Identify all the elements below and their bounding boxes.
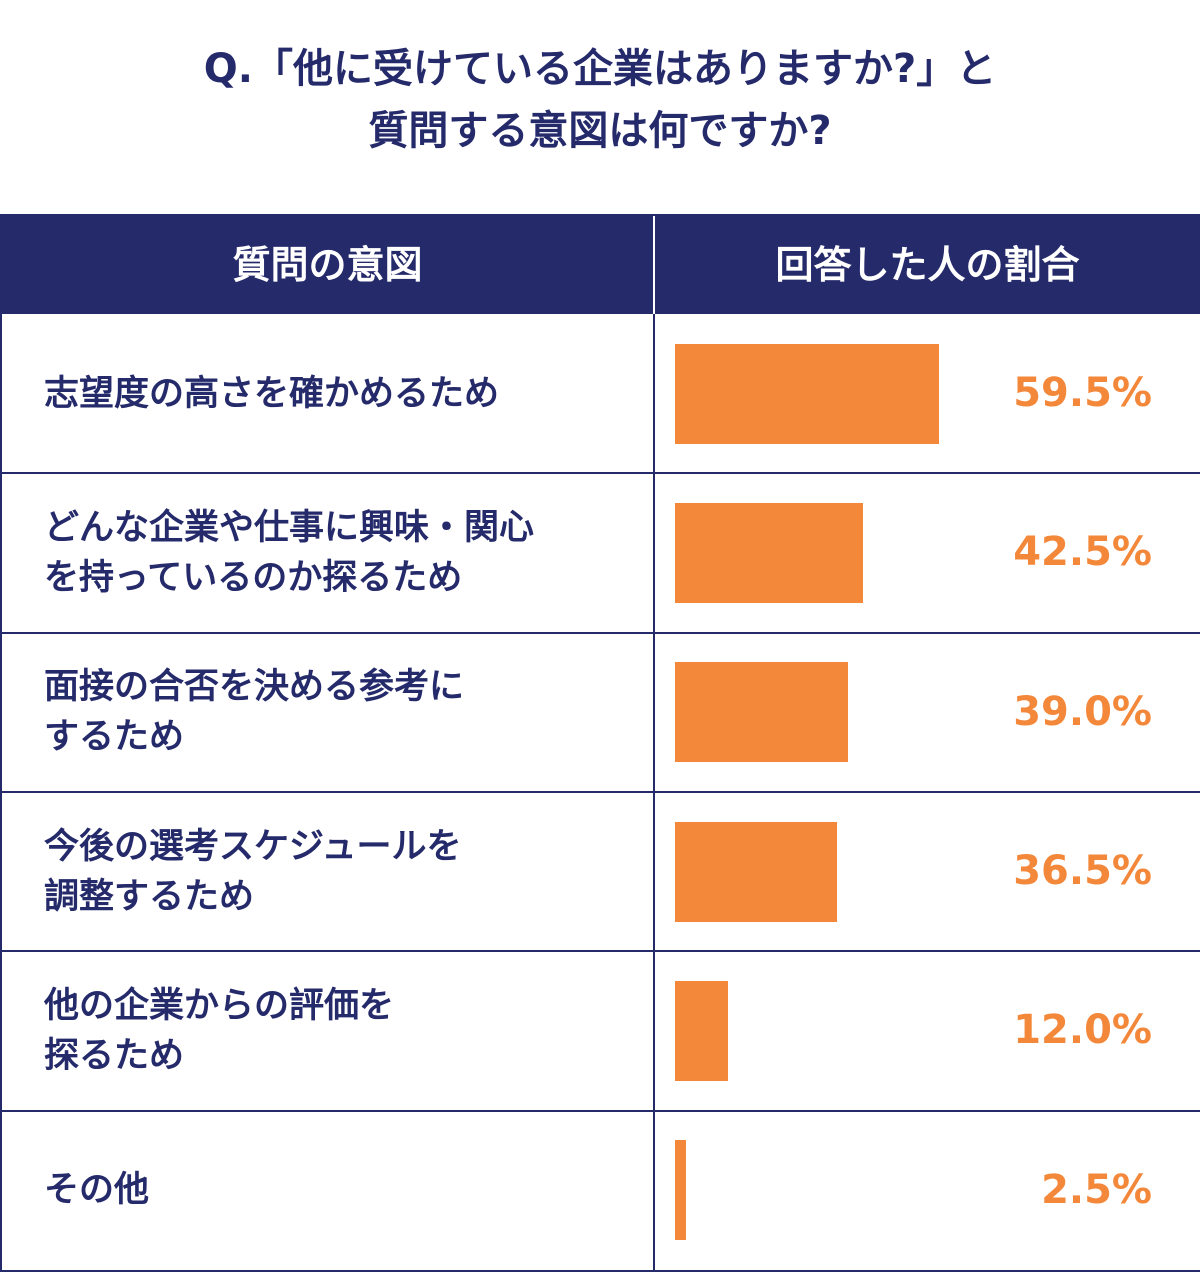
value-label: 2.5% <box>1041 1166 1152 1213</box>
row-divider <box>2 472 1200 475</box>
row-label-line: その他 <box>44 1170 150 1211</box>
row-label-line: 調整するため <box>44 876 255 917</box>
title-line-2: 質問する意図は何ですか? <box>368 108 832 154</box>
row-label-line: どんな企業や仕事に興味・関心 <box>44 507 535 548</box>
value-label: 42.5% <box>1013 529 1152 576</box>
table-body: 志望度の高さを確かめるため 59.5% どんな企業や仕事に興味・関心 を持っているのか… <box>2 314 1200 1270</box>
bar <box>675 821 837 922</box>
results-table: 質問の意図 回答した人の割合 志望度の高さを確かめるため 59.5% どんな企業や仕… <box>0 214 1200 1272</box>
table-row: 他の企業からの評価を 探るため 12.0% <box>2 951 1200 1110</box>
row-divider <box>2 631 1200 634</box>
table-row: 今後の選考スケジュールを 調整するため 36.5% <box>2 792 1200 951</box>
row-label-line: 志望度の高さを確かめるため <box>44 373 500 414</box>
row-label-line: 他の企業からの評価を <box>44 985 395 1026</box>
bar <box>675 502 863 603</box>
row-label: 面接の合否を決める参考に するため <box>44 633 644 792</box>
value-label: 36.5% <box>1013 848 1152 894</box>
header-ratio: 回答した人の割合 <box>775 243 1080 287</box>
row-label-line: するため <box>44 717 185 758</box>
row-divider <box>2 1109 1200 1112</box>
row-label-line: 面接の合否を決める参考に <box>44 667 465 708</box>
table-header: 質問の意図 回答した人の割合 <box>2 216 1200 314</box>
header-intent: 質問の意図 <box>232 243 423 287</box>
value-label: 39.0% <box>1013 688 1152 735</box>
header-divider <box>653 216 655 314</box>
bar <box>675 343 939 444</box>
row-label: どんな企業や仕事に興味・関心 を持っているのか探るため <box>44 473 644 632</box>
value-label: 59.5% <box>1013 370 1152 416</box>
row-divider <box>2 791 1200 793</box>
value-label: 12.0% <box>1013 1007 1152 1054</box>
row-label: 志望度の高さを確かめるため <box>44 314 644 473</box>
table-row: どんな企業や仕事に興味・関心 を持っているのか探るため 42.5% <box>2 473 1200 632</box>
table-row: 面接の合否を決める参考に するため 39.0% <box>2 633 1200 792</box>
chart-title: Q.「他に受けている企業はありますか?」と 質問する意図は何ですか? <box>0 38 1200 162</box>
row-label: 今後の選考スケジュールを 調整するため <box>44 792 644 951</box>
row-label: 他の企業からの評価を 探るため <box>44 951 644 1110</box>
bar <box>675 1140 686 1241</box>
title-line-1: Q.「他に受けている企業はありますか?」と <box>203 46 997 92</box>
row-label-line: 探るため <box>44 1035 185 1076</box>
row-label: その他 <box>44 1111 644 1270</box>
row-divider <box>2 950 1200 953</box>
bar <box>675 980 728 1081</box>
table-row: 志望度の高さを確かめるため 59.5% <box>2 314 1200 473</box>
row-label-line: を持っているのか探るため <box>44 557 463 598</box>
row-label-line: 今後の選考スケジュールを <box>44 826 462 867</box>
table-row: その他 2.5% <box>2 1111 1200 1270</box>
bar <box>675 662 848 763</box>
